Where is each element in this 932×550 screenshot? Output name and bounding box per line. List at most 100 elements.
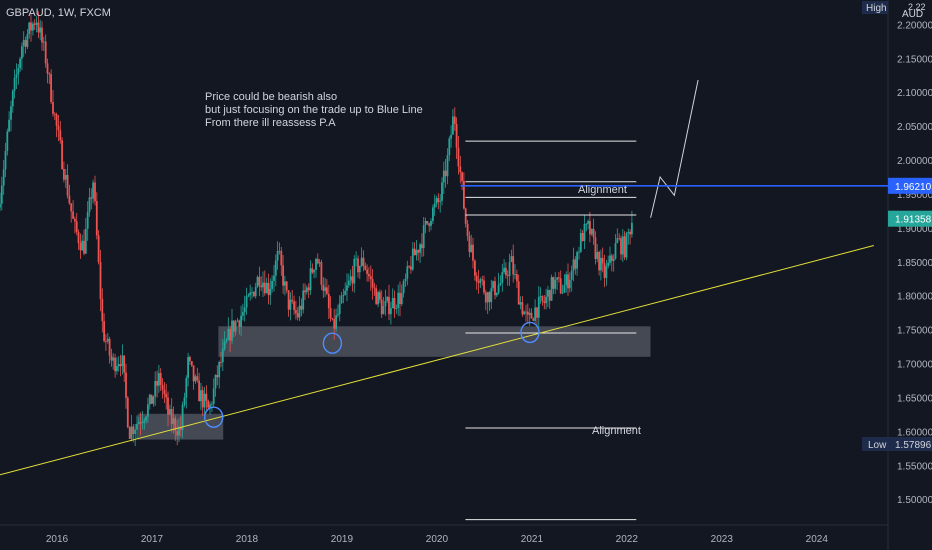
bullish-candle	[561, 284, 564, 295]
bullish-candle	[519, 296, 522, 310]
touch-circle	[322, 332, 343, 354]
bearish-candle	[267, 273, 270, 305]
bullish-candle	[470, 234, 473, 253]
bearish-candle	[459, 155, 462, 184]
bearish-candle	[357, 255, 359, 278]
bullish-candle	[570, 265, 573, 292]
bullish-candle	[309, 260, 312, 295]
bearish-candle	[167, 391, 169, 427]
bearish-candle	[322, 277, 325, 298]
y-tick-label: 1.95000	[897, 190, 932, 201]
price-axis[interactable]: 2.20000 2.15000 2.10000 2.05000 2.00000 1.950…	[897, 20, 932, 506]
y-tick-label: 1.50000	[897, 495, 932, 506]
bearish-candle	[592, 218, 595, 245]
bullish-candle	[590, 228, 593, 236]
bearish-candle	[574, 256, 577, 275]
bearish-candle	[110, 348, 113, 367]
bullish-candle	[274, 254, 277, 287]
bearish-candle	[364, 262, 367, 271]
bullish-candle	[200, 383, 202, 411]
bearish-candle	[48, 72, 51, 85]
bearish-candle	[558, 272, 560, 283]
bullish-candle	[342, 288, 345, 304]
x-tick-label: 2021	[521, 534, 544, 545]
bullish-candle	[302, 283, 305, 314]
bearish-candle	[258, 266, 261, 297]
bearish-candle	[505, 262, 507, 279]
bullish-candle	[430, 218, 432, 231]
bearish-candle	[475, 272, 478, 290]
bullish-candle	[269, 278, 272, 305]
bullish-candle	[384, 289, 387, 316]
bearish-candle	[543, 295, 546, 310]
bullish-candle	[249, 284, 252, 301]
bullish-candle	[495, 292, 498, 298]
time-axis[interactable]: 2016 2017 2018 2019 2020 2021 2022 2023 2024	[46, 534, 828, 545]
y-tick-label: 2.15000	[897, 54, 932, 65]
bullish-candle	[136, 415, 138, 439]
bearish-candle	[189, 355, 191, 365]
bullish-candle	[450, 125, 452, 148]
bullish-candle	[578, 246, 580, 260]
alignment-label-upper: Alignment	[578, 184, 627, 196]
yellow-trendline	[0, 245, 874, 476]
bearish-candle	[216, 365, 219, 386]
bearish-candle	[139, 412, 142, 436]
bearish-candle	[620, 235, 622, 260]
bearish-candle	[53, 112, 56, 120]
bullish-candle	[452, 109, 454, 135]
bearish-candle	[601, 247, 604, 273]
bullish-candle	[621, 229, 624, 263]
bullish-candle	[4, 142, 7, 178]
bullish-candle	[547, 285, 549, 308]
bullish-candle	[424, 217, 427, 234]
bearish-candle	[320, 259, 323, 290]
bearish-candle	[399, 281, 401, 317]
bearish-candle	[44, 34, 47, 68]
bullish-candle	[284, 275, 286, 296]
x-tick-label: 2016	[46, 534, 69, 545]
bullish-candle	[137, 417, 140, 425]
bullish-candle	[211, 401, 213, 412]
bullish-candle	[84, 217, 87, 254]
low-badge-value: 1.57896	[895, 440, 932, 451]
bearish-candle	[285, 281, 288, 294]
bullish-candle	[203, 387, 206, 415]
bullish-candle	[492, 280, 494, 292]
bullish-candle	[112, 353, 115, 370]
bearish-candle	[79, 233, 82, 259]
bearish-candle	[295, 300, 297, 320]
bullish-candle	[10, 100, 12, 132]
bullish-candle	[404, 273, 407, 287]
bullish-candle	[305, 285, 308, 295]
candlestick-series	[0, 11, 633, 447]
current-price-value: 1.91358	[895, 215, 932, 226]
symbol-header[interactable]: GBPAUD, 1W, FXCM	[6, 7, 111, 19]
bullish-candle	[35, 16, 38, 33]
bullish-candle	[22, 31, 25, 57]
bearish-candle	[393, 290, 396, 318]
bullish-candle	[537, 286, 540, 328]
bullish-candle	[545, 288, 547, 310]
bullish-candle	[271, 275, 273, 293]
bullish-candle	[347, 273, 350, 288]
bullish-candle	[42, 36, 45, 51]
bearish-candle	[536, 307, 538, 327]
bullish-candle	[313, 269, 315, 279]
bullish-candle	[344, 282, 347, 296]
bullish-candle	[11, 89, 14, 113]
note-line-3: From there ill reassess P.A	[205, 117, 336, 129]
bearish-candle	[238, 319, 241, 335]
bullish-candle	[616, 228, 619, 244]
bullish-candle	[86, 201, 89, 241]
bullish-candle	[435, 195, 438, 208]
bearish-candle	[526, 303, 529, 324]
bearish-candle	[474, 259, 476, 281]
bullish-candle	[568, 272, 571, 293]
bearish-candle	[207, 399, 210, 409]
bearish-candle	[293, 295, 295, 315]
bearish-candle	[179, 416, 182, 437]
y-tick-label: 1.70000	[897, 360, 932, 371]
